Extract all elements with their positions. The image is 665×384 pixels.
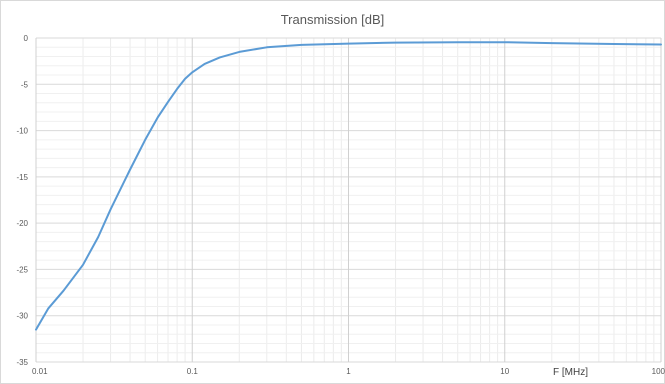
y-tick-label: -10 bbox=[16, 127, 28, 136]
x-axis-tick-labels: 0.01 0.1 1 10 100 bbox=[32, 367, 665, 376]
y-tick-label: -30 bbox=[16, 312, 28, 321]
x-tick-label: 10 bbox=[500, 367, 509, 376]
major-grid bbox=[35, 37, 662, 363]
y-tick-label: 0 bbox=[24, 34, 29, 43]
y-tick-label: -35 bbox=[16, 358, 28, 367]
x-axis-title: F [MHz] bbox=[553, 367, 588, 378]
series-layer bbox=[35, 41, 662, 331]
y-tick-label: -15 bbox=[16, 173, 28, 182]
y-tick-label: -5 bbox=[21, 80, 29, 89]
x-tick-label: 100 bbox=[652, 367, 665, 376]
x-tick-label: 0.01 bbox=[32, 367, 48, 376]
y-tick-label: -25 bbox=[16, 265, 28, 274]
chart-title: Transmission [dB] bbox=[280, 12, 385, 27]
x-tick-label: 1 bbox=[346, 367, 351, 376]
x-tick-label: 0.1 bbox=[187, 367, 199, 376]
series-line bbox=[35, 41, 662, 331]
y-tick-label: -20 bbox=[16, 219, 28, 228]
y-axis-tick-labels: 0 -5 -10 -15 -20 -25 -30 -35 bbox=[16, 34, 28, 367]
